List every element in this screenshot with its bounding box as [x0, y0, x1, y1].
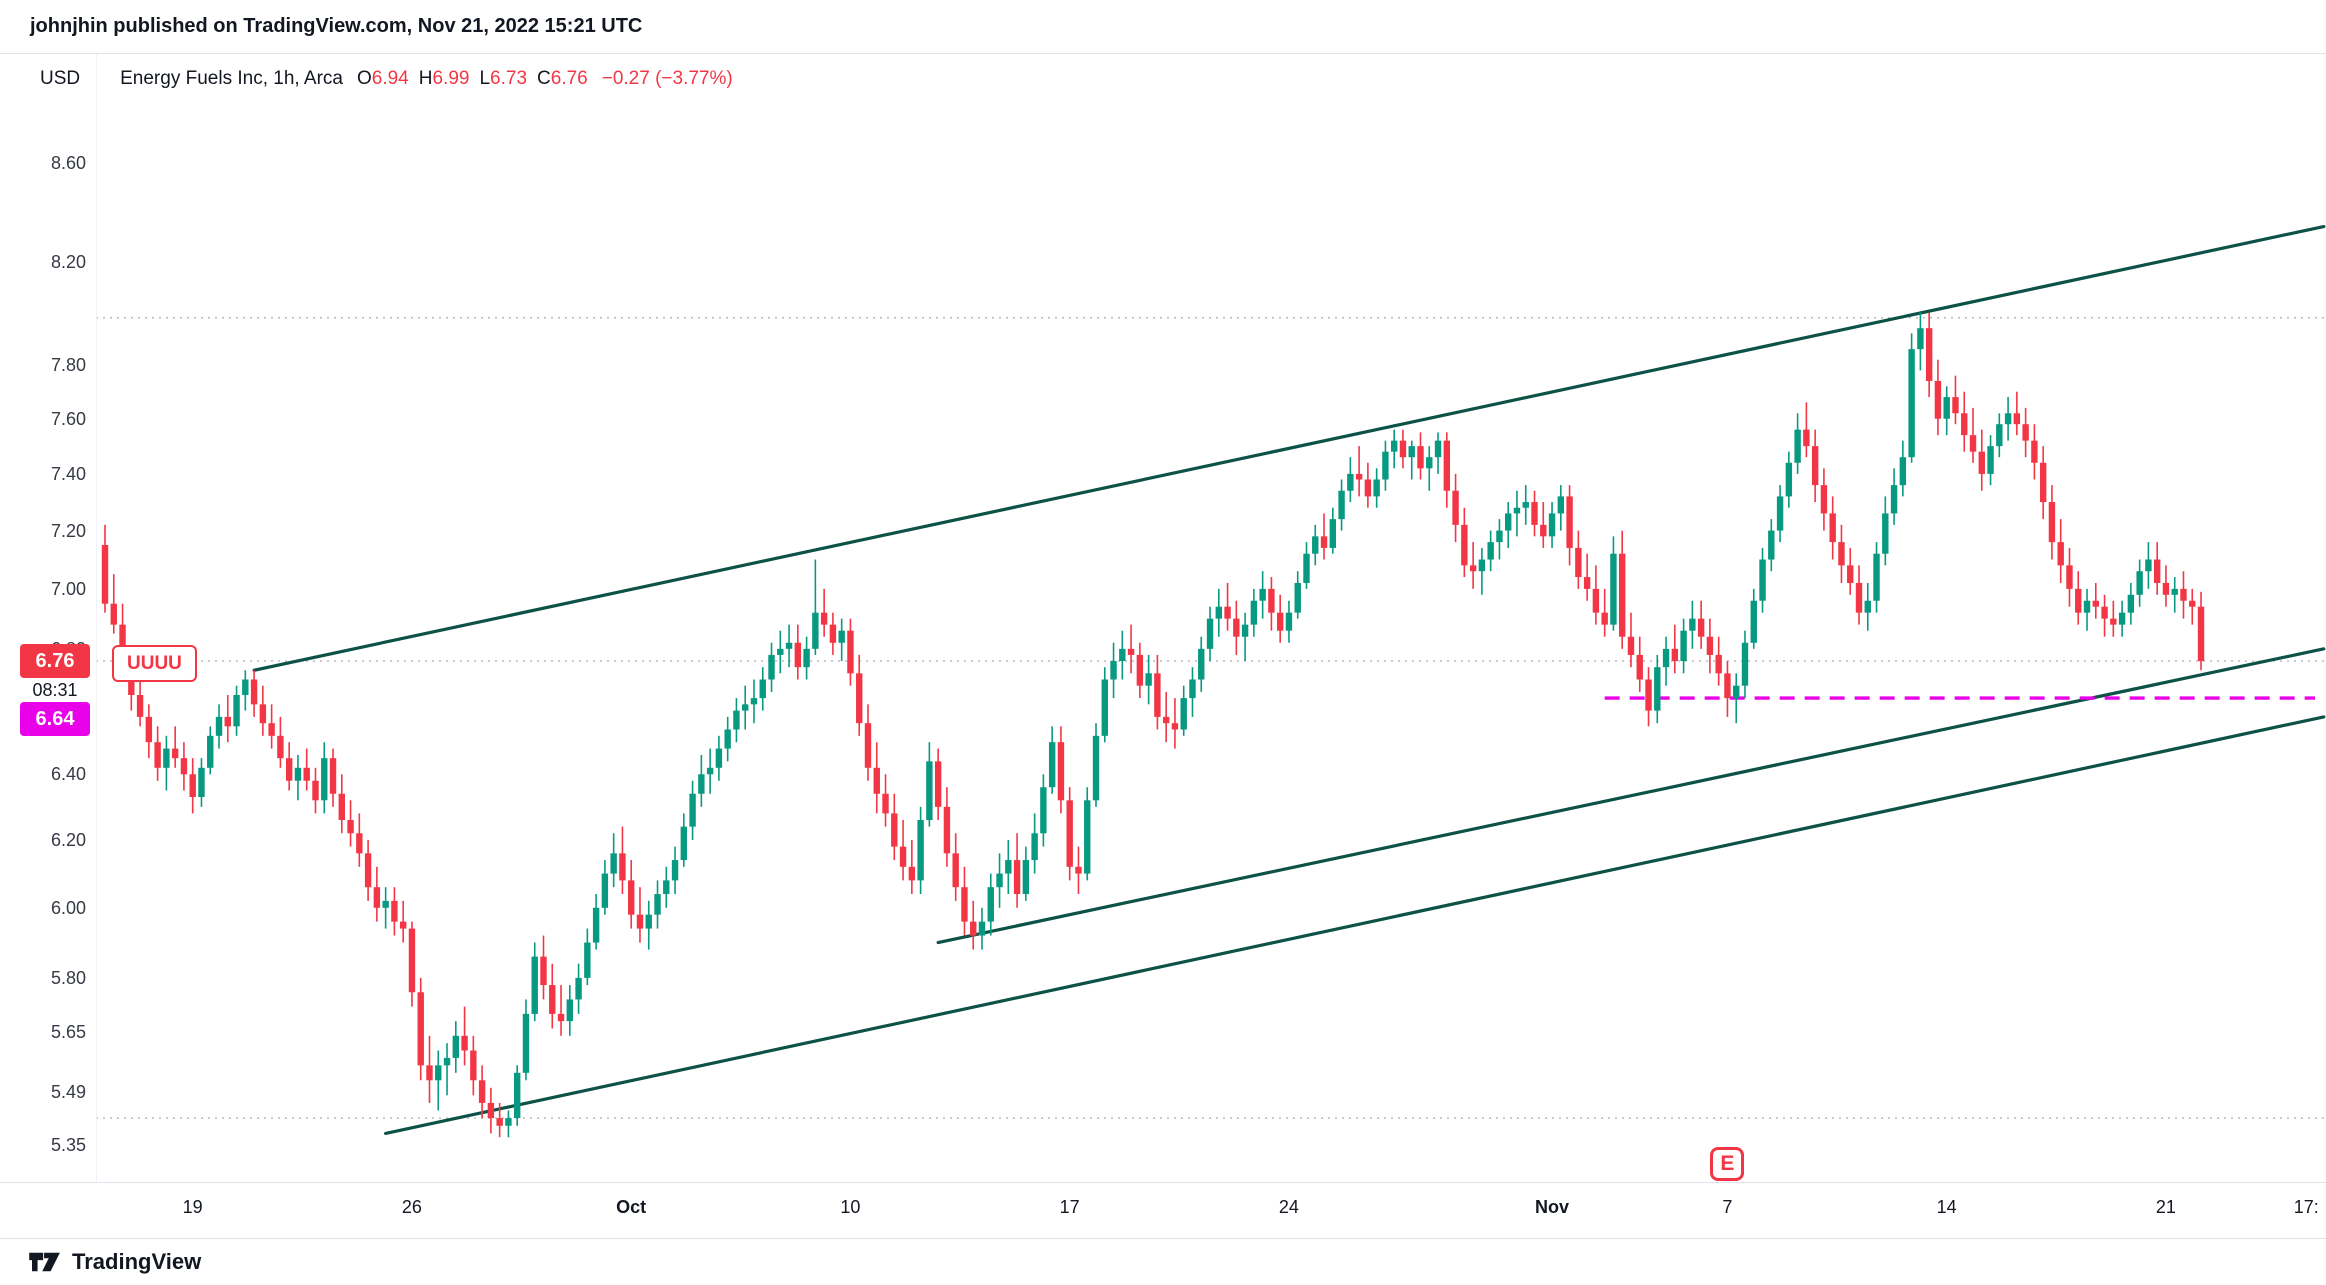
price-axis-label: 7.40 [50, 463, 86, 484]
ohlc-low: L6.73 [479, 68, 528, 89]
time-axis-label: 21 [2155, 1197, 2176, 1217]
price-axis-label: 5.65 [50, 1022, 86, 1043]
symbol-tag-label[interactable]: UUUU [112, 645, 197, 683]
earnings-letter: E [1720, 1152, 1735, 1175]
candles-layer[interactable] [101, 312, 2205, 1138]
symbol-title[interactable]: Energy Fuels Inc, 1h, Arca [120, 68, 343, 89]
currency-label: USD [40, 68, 81, 89]
price-axis-label: 5.35 [50, 1135, 86, 1155]
ohlc-close: C6.76 [537, 68, 588, 89]
time-axis-label: 26 [401, 1197, 422, 1217]
time-axis-label: 24 [1278, 1197, 1299, 1217]
time-axis-label: Oct [616, 1197, 647, 1217]
price-scale[interactable]: 8.608.207.807.607.407.207.006.806.406.20… [0, 54, 97, 1182]
magenta-level-badge[interactable]: 6.64 [20, 702, 90, 737]
trendline [252, 224, 2326, 672]
time-axis-label: 17 [1059, 1197, 1080, 1217]
price-axis-label: 8.20 [50, 251, 86, 272]
publish-line: johnjhin published on TradingView.com, N… [30, 15, 643, 37]
tradingview-brand[interactable]: TradingView [72, 1248, 202, 1274]
chart-legend: USD Energy Fuels Inc, 1h, Arca O6.94 H6.… [40, 68, 733, 90]
time-scale[interactable]: 19 26 Oct 10 17 24 Nov 7 14 21 17: [0, 1182, 2326, 1240]
price-axis-label: 5.49 [50, 1081, 86, 1102]
price-axis-label: 7.20 [50, 520, 86, 541]
price-axis-label: 8.60 [50, 153, 86, 173]
time-axis-label: 7 [1722, 1197, 1733, 1217]
time-axis-label: 19 [182, 1197, 203, 1217]
price-axis-label: 7.80 [50, 354, 86, 375]
price-axis-label: 7.00 [50, 578, 86, 599]
publish-header: johnjhin published on TradingView.com, N… [0, 0, 2326, 54]
price-axis-label: 6.00 [50, 897, 86, 918]
chart-panel[interactable]: USD Energy Fuels Inc, 1h, Arca O6.94 H6.… [0, 54, 2326, 1239]
bar-countdown: 08:31 [20, 678, 90, 703]
ohlc-high: H6.99 [418, 68, 470, 89]
price-axis-label: 6.40 [50, 764, 86, 785]
footer: TradingView [0, 1239, 2326, 1284]
price-axis-label: 5.80 [50, 967, 86, 988]
price-axis-label: 6.20 [50, 829, 86, 850]
trendline [384, 715, 2326, 1136]
change-label: −0.27 (−3.77%) [601, 68, 733, 89]
last-price-badge[interactable]: 6.76 [20, 644, 90, 679]
time-axis-label: 10 [840, 1197, 861, 1217]
time-axis-label: Nov [1535, 1197, 1570, 1217]
ohlc-open: O6.94 [356, 68, 409, 89]
candlestick-chart[interactable] [0, 54, 2326, 1239]
price-axis-label: 7.60 [50, 408, 86, 429]
time-axis-label: 14 [1936, 1197, 1957, 1217]
time-axis-label: 17: [2293, 1197, 2319, 1217]
trendline [936, 647, 2326, 945]
earnings-marker[interactable]: E [1710, 1147, 1745, 1181]
tradingview-logo-icon[interactable] [28, 1249, 62, 1275]
